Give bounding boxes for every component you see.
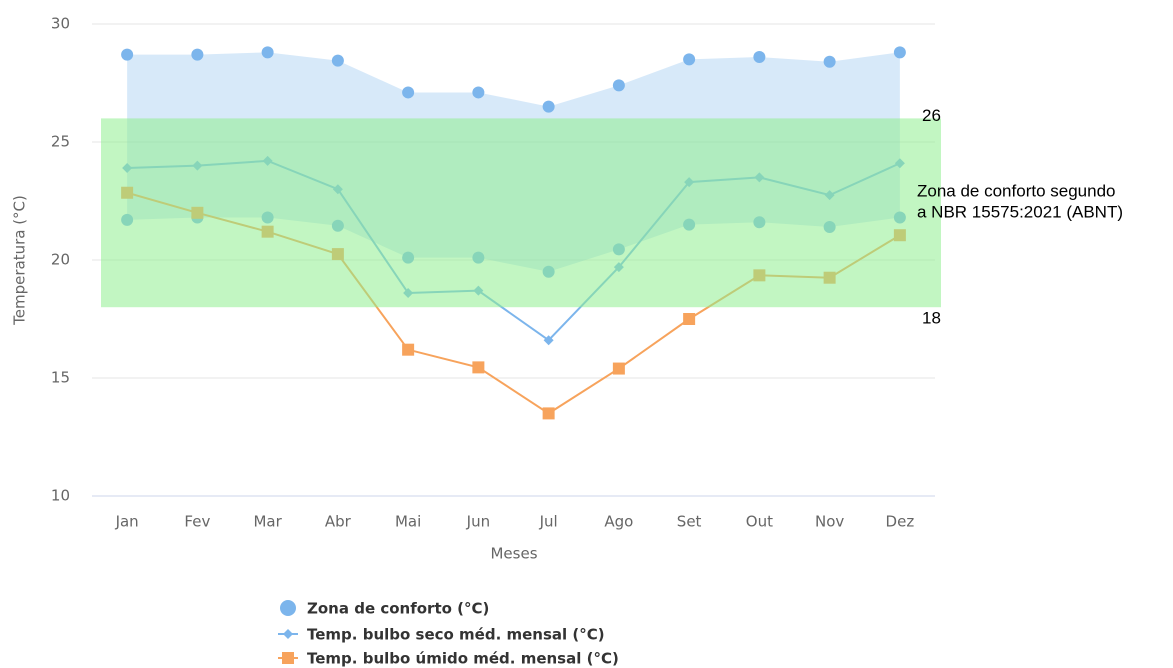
x-tick-label: Jun xyxy=(466,513,490,531)
range-marker xyxy=(823,55,836,68)
legend-symbol xyxy=(280,600,296,616)
square-marker xyxy=(402,343,415,356)
range-marker xyxy=(261,46,274,59)
x-tick-label: Out xyxy=(746,513,773,531)
legend-label: Zona de conforto (°C) xyxy=(307,600,489,618)
legend-label: Temp. bulbo úmido méd. mensal (°C) xyxy=(307,650,619,668)
band-bottom-label: 18 xyxy=(922,309,941,328)
y-tick-label: 15 xyxy=(51,369,70,387)
x-tick-label: Ago xyxy=(604,513,633,531)
range-marker xyxy=(402,86,415,99)
band-top-label: 26 xyxy=(922,106,941,125)
range-marker xyxy=(191,48,204,61)
y-axis-title: Temperatura (°C) xyxy=(11,195,29,326)
band-label: a NBR 15575:2021 (ABNT) xyxy=(917,202,1123,221)
y-tick-label: 10 xyxy=(51,487,70,505)
legend-symbol xyxy=(283,629,293,639)
comfort-band xyxy=(101,118,941,308)
x-tick-label: Mai xyxy=(395,513,421,531)
square-marker xyxy=(683,313,696,325)
legend-label: Temp. bulbo seco méd. mensal (°C) xyxy=(307,626,605,644)
range-marker xyxy=(121,48,134,61)
y-tick-label: 30 xyxy=(51,15,70,33)
x-tick-label: Fev xyxy=(184,513,210,531)
x-tick-label: Nov xyxy=(815,513,844,531)
x-tick-label: Jul xyxy=(539,513,558,531)
y-tick-label: 20 xyxy=(51,251,70,269)
legend-symbol xyxy=(282,652,294,664)
square-marker xyxy=(472,361,485,374)
range-marker xyxy=(683,53,696,66)
y-tick-label: 25 xyxy=(51,133,70,151)
diamond-marker xyxy=(543,335,554,346)
x-axis-title: Meses xyxy=(490,545,537,563)
x-tick-label: Dez xyxy=(886,513,915,531)
x-tick-label: Mar xyxy=(253,513,282,531)
range-marker xyxy=(331,54,344,67)
square-marker xyxy=(612,362,625,375)
range-marker xyxy=(472,86,485,99)
x-tick-label: Jan xyxy=(115,513,139,531)
range-marker xyxy=(893,46,906,59)
range-marker xyxy=(753,51,766,64)
band-label: Zona de conforto segundo xyxy=(917,181,1115,200)
range-marker xyxy=(612,79,625,92)
x-tick-label: Abr xyxy=(325,513,352,531)
x-tick-label: Set xyxy=(677,513,702,531)
square-marker xyxy=(542,407,555,420)
range-marker xyxy=(542,100,555,113)
